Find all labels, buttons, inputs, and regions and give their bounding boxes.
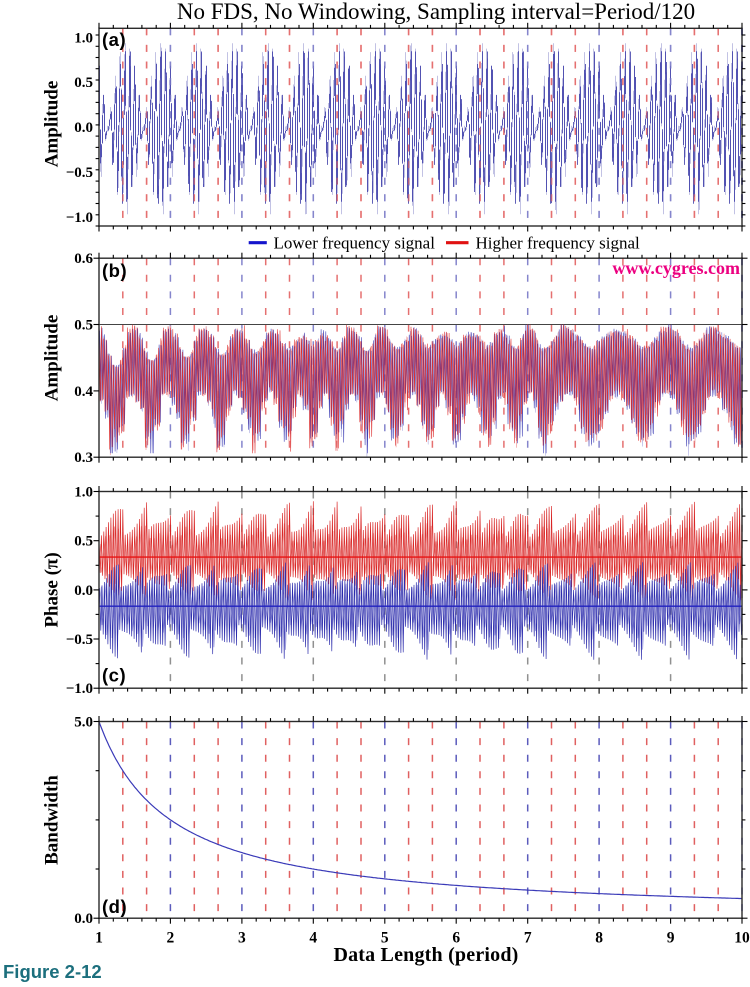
svg-text:0.5: 0.5 [74, 318, 93, 334]
svg-text:1.0: 1.0 [74, 485, 93, 501]
svg-text:−1.0: −1.0 [66, 681, 93, 697]
svg-text:8: 8 [595, 930, 603, 947]
svg-text:0.4: 0.4 [74, 384, 93, 400]
svg-text:0.6: 0.6 [74, 251, 93, 267]
svg-text:0.5: 0.5 [74, 534, 93, 550]
svg-text:2: 2 [167, 930, 175, 947]
svg-text:−1.0: −1.0 [66, 210, 93, 226]
svg-text:Figure 2-12: Figure 2-12 [3, 961, 102, 982]
svg-text:−0.5: −0.5 [66, 632, 93, 648]
svg-text:Lower frequency signal: Lower frequency signal [274, 234, 436, 253]
svg-text:1: 1 [95, 930, 103, 947]
svg-text:7: 7 [524, 930, 532, 947]
svg-text:Higher frequency signal: Higher frequency signal [476, 234, 641, 253]
svg-text:0.3: 0.3 [74, 450, 93, 466]
svg-text:1.0: 1.0 [74, 30, 93, 46]
svg-text:Bandwidth: Bandwidth [42, 775, 63, 865]
svg-text:(a): (a) [102, 29, 126, 50]
svg-text:5.0: 5.0 [74, 715, 93, 731]
svg-text:(c): (c) [102, 665, 126, 686]
svg-text:No FDS, No Windowing, Sampling: No FDS, No Windowing, Sampling interval=… [177, 0, 695, 24]
svg-text:(b): (b) [102, 260, 127, 281]
svg-text:4: 4 [309, 930, 317, 947]
svg-text:Amplitude: Amplitude [42, 81, 63, 168]
svg-text:−0.5: −0.5 [66, 165, 93, 181]
svg-text:Data Length (period): Data Length (period) [333, 944, 518, 966]
svg-text:0.0: 0.0 [74, 911, 93, 927]
svg-text:Phase (π): Phase (π) [42, 552, 63, 627]
svg-text:10: 10 [734, 930, 750, 947]
svg-text:(d): (d) [102, 896, 127, 917]
svg-text:www.cygres.com: www.cygres.com [612, 258, 740, 278]
svg-text:9: 9 [667, 930, 675, 947]
svg-text:5: 5 [381, 930, 389, 947]
svg-text:6: 6 [452, 930, 460, 947]
svg-text:3: 3 [238, 930, 246, 947]
svg-text:0.0: 0.0 [74, 583, 93, 599]
svg-text:0.5: 0.5 [74, 75, 93, 91]
svg-text:0.0: 0.0 [74, 120, 93, 136]
svg-text:Amplitude: Amplitude [42, 315, 63, 402]
